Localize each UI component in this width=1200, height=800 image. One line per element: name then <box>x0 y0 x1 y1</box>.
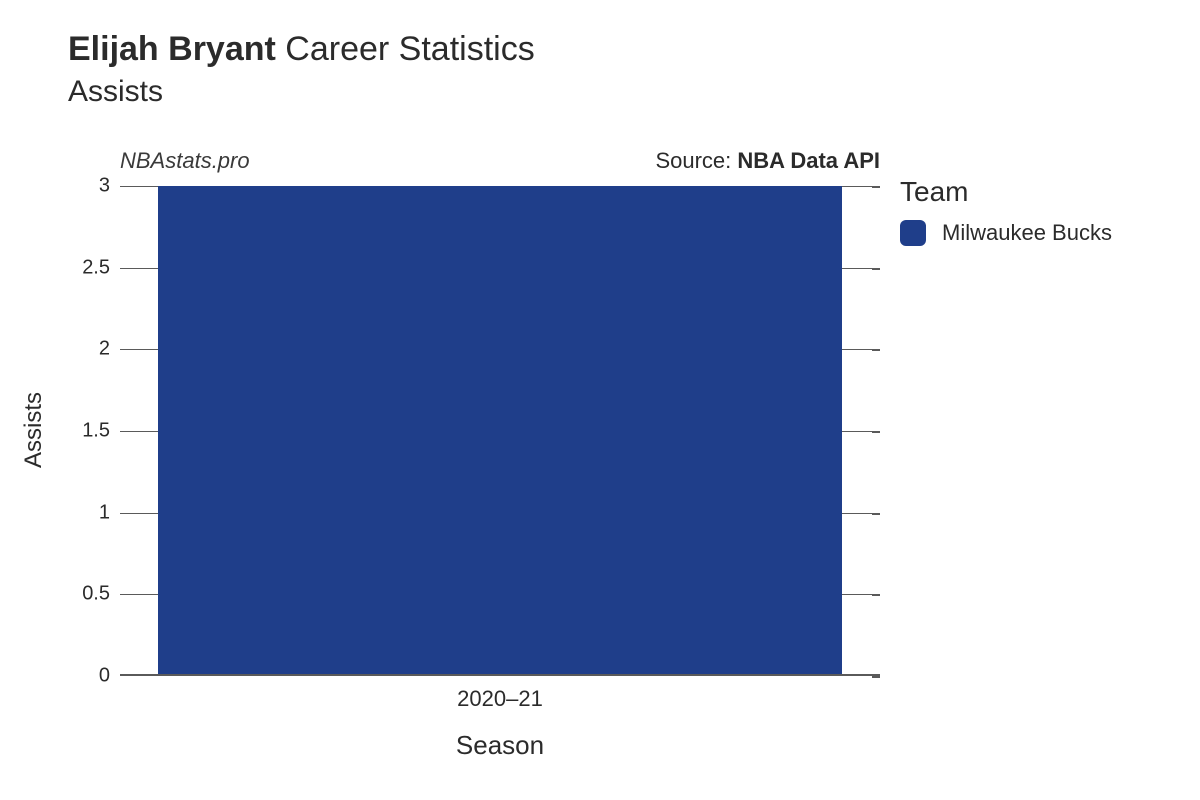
ytick-label: 1.5 <box>82 420 120 443</box>
ytick-mark <box>872 513 880 515</box>
chart-title-line2: Assists <box>68 75 535 109</box>
legend: Team Milwaukee Bucks <box>900 176 1112 246</box>
source-prefix: Source: <box>655 148 737 173</box>
legend-swatch <box>900 220 926 246</box>
legend-item: Milwaukee Bucks <box>900 220 1112 246</box>
ytick-mark <box>872 349 880 351</box>
ytick-label: 2.5 <box>82 256 120 279</box>
title-suffix: Career Statistics <box>276 30 535 68</box>
plot-area: Assists Season 00.511.522.532020–21 <box>120 186 880 676</box>
ytick-label: 1 <box>99 501 120 524</box>
ytick-mark <box>872 594 880 596</box>
x-axis-title: Season <box>456 730 544 761</box>
ytick-mark <box>872 431 880 433</box>
bar <box>158 186 842 674</box>
ytick-label: 0.5 <box>82 583 120 606</box>
chart-container: Elijah Bryant Career Statistics Assists … <box>0 0 1200 800</box>
ytick-label: 2 <box>99 338 120 361</box>
y-axis-title: Assists <box>20 392 48 468</box>
ytick-mark <box>872 676 880 678</box>
ytick-mark <box>872 268 880 270</box>
ytick-label: 0 <box>99 665 120 688</box>
xtick-label: 2020–21 <box>457 674 543 712</box>
site-label: NBAstats.pro <box>120 148 250 174</box>
chart-header-row: NBAstats.pro Source: NBA Data API <box>120 148 880 176</box>
legend-label: Milwaukee Bucks <box>942 220 1112 246</box>
ytick-label: 3 <box>99 175 120 198</box>
chart-title-block: Elijah Bryant Career Statistics Assists <box>68 30 535 109</box>
source-label: Source: NBA Data API <box>655 148 880 174</box>
ytick-mark <box>872 186 880 188</box>
chart-title-line1: Elijah Bryant Career Statistics <box>68 30 535 69</box>
legend-title: Team <box>900 176 1112 208</box>
source-name: NBA Data API <box>737 148 880 173</box>
player-name: Elijah Bryant <box>68 30 276 68</box>
